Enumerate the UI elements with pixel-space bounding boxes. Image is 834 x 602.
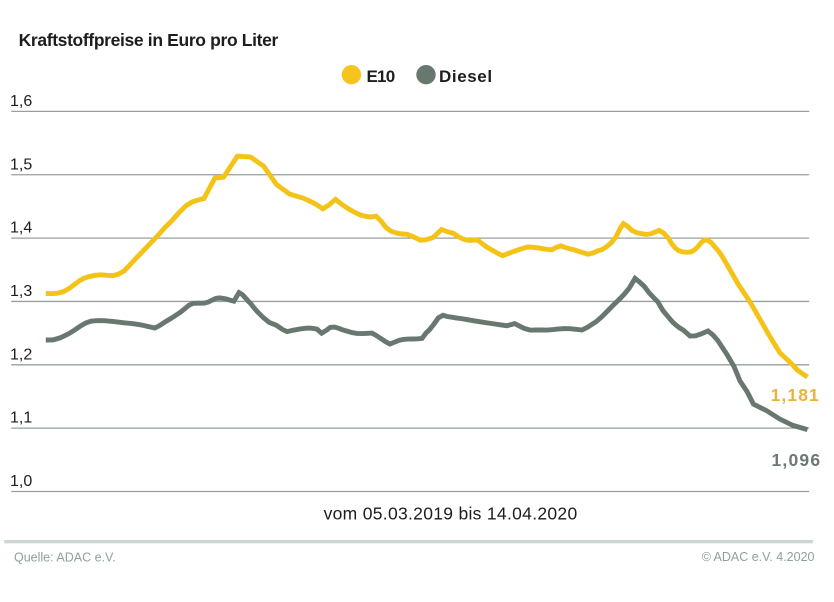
svg-text:1,5: 1,5	[10, 156, 32, 173]
svg-text:E10: E10	[367, 67, 395, 86]
svg-text:1,3: 1,3	[10, 283, 32, 300]
svg-text:Kraftstoffpreise in Euro pro L: Kraftstoffpreise in Euro pro Liter	[19, 30, 279, 50]
svg-text:1,4: 1,4	[10, 220, 32, 237]
svg-text:1,0: 1,0	[10, 473, 32, 490]
svg-text:1,6: 1,6	[10, 93, 32, 110]
svg-text:vom 05.03.2019 bis 14.04.2020: vom 05.03.2019 bis 14.04.2020	[324, 503, 578, 523]
svg-text:Diesel: Diesel	[439, 67, 493, 86]
svg-text:Quelle: ADAC e.V.: Quelle: ADAC e.V.	[14, 550, 116, 564]
svg-text:1,181: 1,181	[771, 385, 820, 405]
svg-text:1,1: 1,1	[10, 410, 32, 427]
svg-text:1,2: 1,2	[10, 346, 32, 363]
svg-text:1,096: 1,096	[772, 450, 822, 470]
svg-text:© ADAC e.V. 4.2020: © ADAC e.V. 4.2020	[702, 550, 815, 564]
